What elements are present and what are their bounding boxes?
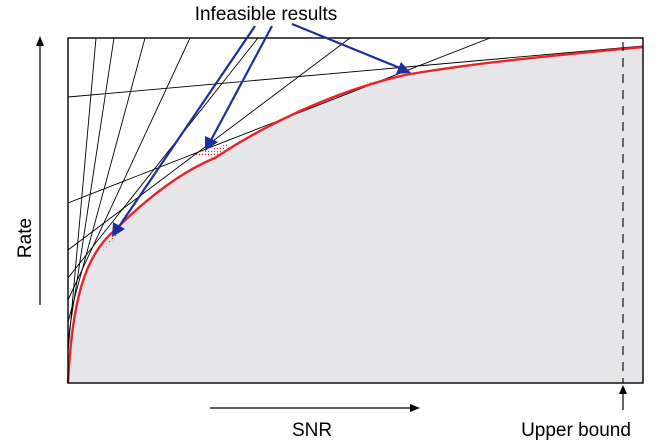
- infeasible-region-1: [102, 229, 124, 252]
- feasible-region: [68, 47, 643, 383]
- x-axis-label: SNR: [292, 420, 332, 441]
- y-axis-arrow: [36, 36, 44, 305]
- upper-bound-label: Upper bound: [521, 420, 631, 441]
- plot-frame: [67, 37, 644, 384]
- infeasible-region-2: [192, 143, 230, 158]
- infeasible-annotation-arrows: [112, 22, 411, 237]
- rate-curve: [66, 45, 644, 384]
- upper-bound-pointer: [619, 385, 627, 410]
- y-axis-label: Rate: [15, 218, 36, 258]
- infeasible-results-label: Infeasible results: [195, 4, 338, 25]
- x-axis-arrow: [210, 404, 420, 412]
